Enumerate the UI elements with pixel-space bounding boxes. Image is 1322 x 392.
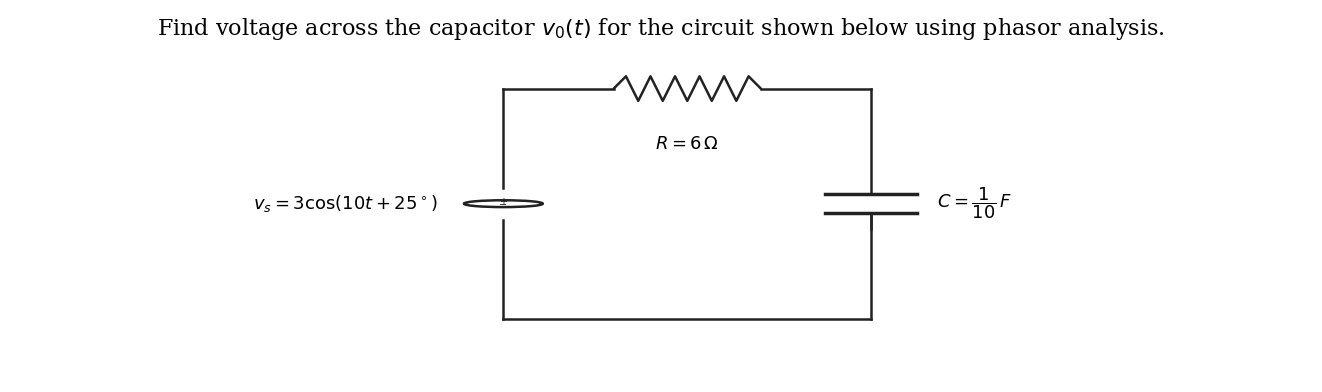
Text: $R = 6\,\Omega$: $R = 6\,\Omega$ bbox=[656, 134, 719, 152]
Text: −: − bbox=[500, 200, 508, 210]
Text: $C = \dfrac{1}{10}\,F$: $C = \dfrac{1}{10}\,F$ bbox=[937, 186, 1013, 221]
Text: Find voltage across the capacitor $v_0(t)$ for the circuit shown below using pha: Find voltage across the capacitor $v_0(t… bbox=[157, 16, 1165, 42]
Text: $v_s = 3\cos(10t + 25^\circ)$: $v_s = 3\cos(10t + 25^\circ)$ bbox=[254, 193, 438, 214]
Text: +: + bbox=[500, 198, 508, 207]
